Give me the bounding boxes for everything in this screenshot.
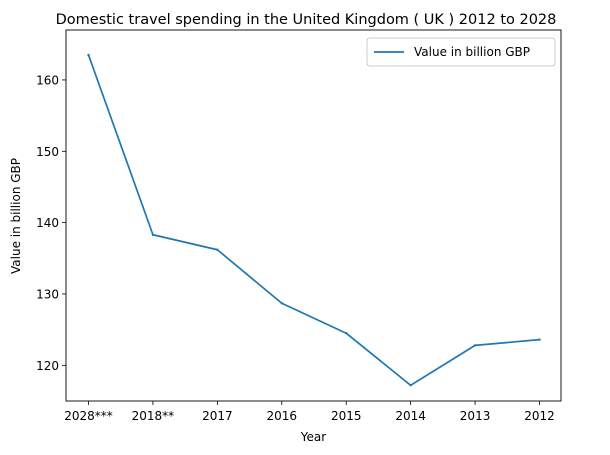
y-tick-label: 130 [36, 287, 59, 301]
data-point [280, 302, 283, 305]
legend: Value in billion GBP [366, 37, 556, 67]
legend-label: Value in billion GBP [414, 45, 530, 59]
y-tick-label: 160 [36, 73, 59, 87]
y-axis-label: Value in billion GBP [9, 158, 23, 274]
data-point [538, 338, 541, 341]
data-point [409, 384, 412, 387]
plot-frame [65, 29, 562, 402]
data-point [87, 53, 90, 57]
y-tick-label: 150 [36, 145, 59, 159]
y-tick-label: 120 [36, 359, 59, 373]
chart-title: Domestic travel spending in the United K… [56, 12, 557, 28]
legend-box [366, 37, 556, 67]
y-tick-label: 140 [36, 216, 59, 230]
x-tick-label: 2028*** [64, 409, 113, 423]
data-point [345, 332, 348, 335]
y-axis-ticks: 120 130 140 150 160 [36, 73, 66, 373]
data-point [473, 344, 477, 347]
plot-area [66, 30, 561, 401]
x-tick-label: 2012 [524, 409, 555, 423]
x-tick-label: 2016 [267, 409, 298, 423]
x-tick-label: 2015 [331, 409, 362, 423]
data-point [151, 233, 155, 236]
series-layer [87, 53, 541, 387]
x-axis-label: Year [300, 430, 326, 444]
x-tick-label: 2018** [132, 409, 175, 423]
x-tick-label: 2014 [395, 409, 426, 423]
x-axis-ticks: 2028*** 2018** 2017 2016 2015 2014 2013 2012 [64, 401, 555, 423]
x-tick-label: 2017 [202, 409, 233, 423]
data-point [216, 248, 219, 251]
series-line-0 [87, 54, 540, 387]
x-tick-label: 2013 [460, 409, 491, 423]
